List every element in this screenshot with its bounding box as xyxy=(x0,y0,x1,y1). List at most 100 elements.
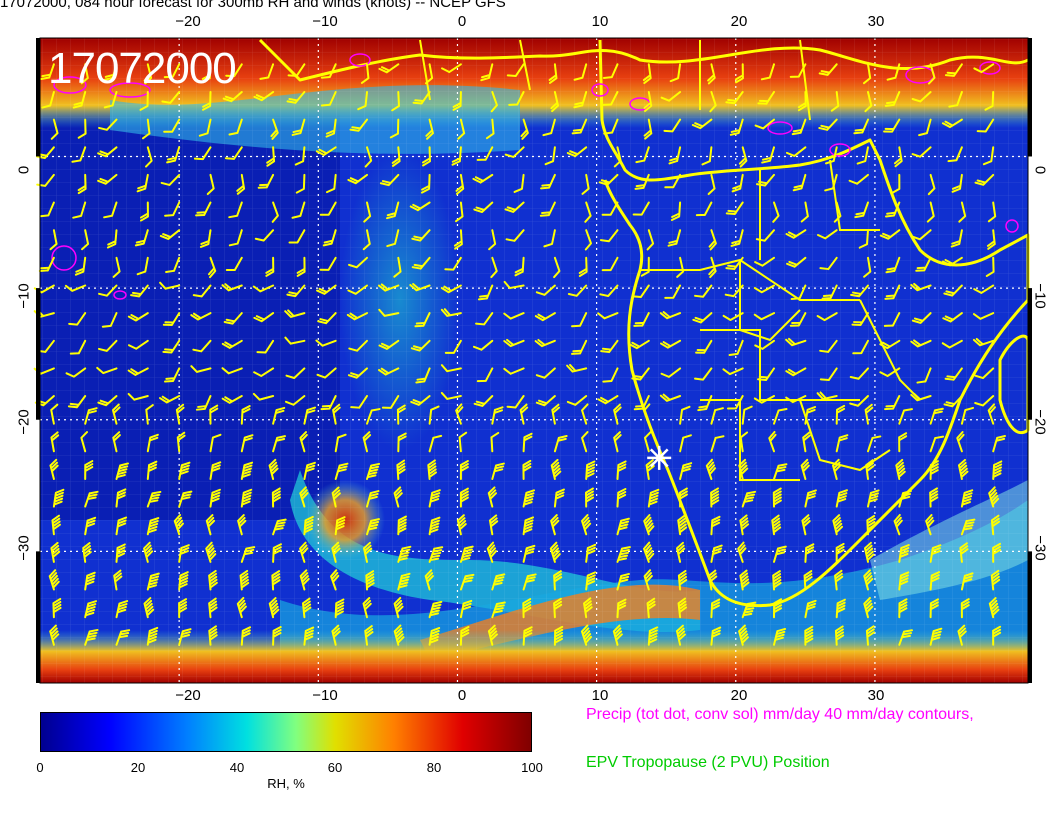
wind-barb xyxy=(600,339,619,354)
wind-barb xyxy=(916,367,932,384)
wind-barb xyxy=(159,229,181,240)
wind-barb xyxy=(633,395,650,411)
wind-barb xyxy=(789,312,807,327)
wind-barb xyxy=(816,391,838,401)
wind-barb xyxy=(659,393,682,402)
wind-barb xyxy=(741,490,757,508)
wind-barb xyxy=(566,363,588,373)
wind-barb xyxy=(103,91,118,109)
wind-barb xyxy=(819,339,838,353)
wind-barb xyxy=(818,118,838,131)
wind-barb xyxy=(803,570,813,591)
wind-barb xyxy=(584,229,592,251)
wind-barb xyxy=(299,486,309,508)
wind-barb xyxy=(613,403,622,425)
bottom-lon-tick: −20 xyxy=(175,687,201,704)
wind-barb xyxy=(960,489,974,508)
wind-barb xyxy=(80,431,89,453)
wind-barb xyxy=(797,91,807,112)
north-coastline xyxy=(258,38,1029,82)
wind-barb xyxy=(36,173,55,187)
wind-barb xyxy=(663,118,682,133)
wind-barb xyxy=(377,283,400,292)
wind-barb xyxy=(178,628,192,646)
wind-barb xyxy=(284,395,306,406)
wind-barb xyxy=(708,229,717,251)
wind-barb xyxy=(164,367,181,383)
wind-barb xyxy=(929,627,943,646)
wind-barb xyxy=(202,91,212,111)
wind-barb xyxy=(804,599,817,619)
wind-barb xyxy=(143,541,154,563)
wind-barb xyxy=(925,514,935,536)
wind-barb xyxy=(633,312,650,327)
wind-barb xyxy=(819,367,838,381)
wind-barb xyxy=(285,367,306,380)
wind-barb xyxy=(72,91,87,109)
wind-barb xyxy=(757,91,775,105)
wind-barb xyxy=(77,118,87,139)
wind-barb xyxy=(950,229,963,248)
wind-barb xyxy=(701,146,713,166)
wind-barb xyxy=(850,284,869,298)
wind-barb xyxy=(755,229,775,242)
wind-barb xyxy=(553,570,563,591)
wind-barb xyxy=(710,487,720,508)
wind-barb xyxy=(643,118,653,140)
wind-barb xyxy=(271,487,281,508)
wind-barb xyxy=(272,626,282,646)
wind-barb xyxy=(84,628,99,646)
wind-barb xyxy=(754,118,775,130)
wind-barb xyxy=(253,367,275,377)
wind-barb xyxy=(80,63,89,85)
wind-barb xyxy=(113,569,123,591)
wind-barb xyxy=(804,625,814,646)
colorbar-tick: 100 xyxy=(521,760,543,775)
wind-barb xyxy=(956,430,965,453)
wind-barb xyxy=(676,541,686,563)
wind-barb xyxy=(366,490,380,508)
wind-barb xyxy=(819,256,838,271)
wind-barb xyxy=(207,256,217,279)
wind-barb xyxy=(393,256,402,278)
wind-barb xyxy=(739,514,750,536)
wind-barb xyxy=(738,624,749,646)
wind-barb xyxy=(670,201,682,221)
wind-barb xyxy=(553,488,565,508)
wind-barb xyxy=(865,459,875,480)
wind-barb xyxy=(428,627,441,646)
wind-barb xyxy=(867,489,880,508)
colorbar-tick: 20 xyxy=(130,760,146,775)
wind-barb xyxy=(785,337,807,347)
wind-barb xyxy=(974,395,995,407)
wind-barb xyxy=(67,395,87,409)
wind-barb xyxy=(141,118,151,140)
wind-barb xyxy=(757,367,775,381)
wind-barb xyxy=(473,395,494,407)
wind-barb xyxy=(161,91,181,104)
frame-tick-bar xyxy=(36,38,40,157)
wind-barb xyxy=(522,516,535,536)
wind-barb xyxy=(128,339,149,350)
wind-barb xyxy=(816,312,838,322)
wind-barb xyxy=(974,173,995,186)
wind-barb xyxy=(209,433,222,453)
wind-barb xyxy=(331,624,341,646)
wind-barb xyxy=(849,395,869,407)
wind-barb xyxy=(891,173,901,194)
wind-barb xyxy=(911,146,932,158)
wind-barb xyxy=(303,515,314,536)
rh-fine-grid xyxy=(40,38,1028,683)
wind-barb xyxy=(551,403,561,425)
wind-barb xyxy=(785,229,807,239)
top-lon-tick: 0 xyxy=(457,13,467,30)
precip-contour xyxy=(109,82,151,98)
wind-barb xyxy=(490,91,498,113)
wind-barb xyxy=(487,486,498,508)
wind-barb xyxy=(175,403,185,425)
precip-legend: Precip (tot dot, conv sol) mm/day 40 mm/… xyxy=(586,706,974,723)
wind-barb xyxy=(741,601,757,619)
wind-barb xyxy=(976,118,995,133)
wind-barb xyxy=(322,229,337,247)
wind-barb xyxy=(440,284,462,294)
